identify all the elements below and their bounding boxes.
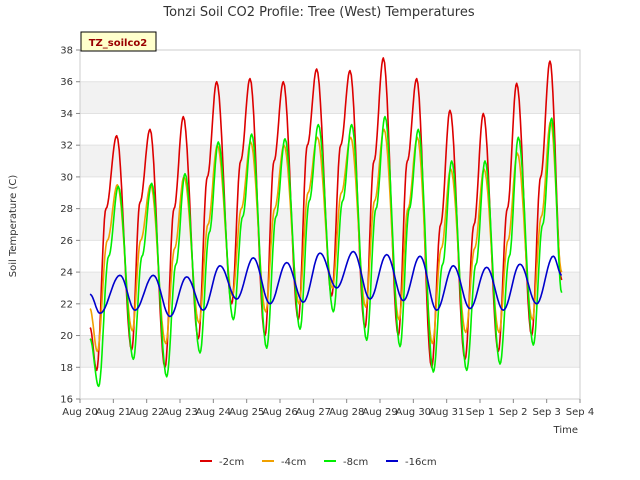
series-layer bbox=[89, 57, 563, 388]
grid-band bbox=[80, 145, 580, 177]
x-tick-label: Aug 23 bbox=[162, 407, 197, 418]
x-tick-label: Aug 29 bbox=[362, 407, 397, 418]
y-axis-label: Soil Temperature (C) bbox=[8, 175, 19, 278]
legend-label: -2cm bbox=[219, 457, 244, 468]
legend-label: -4cm bbox=[281, 457, 306, 468]
y-tick-label: 28 bbox=[60, 204, 73, 215]
y-tick-label: 18 bbox=[60, 363, 73, 374]
y-tick-label: 38 bbox=[60, 46, 73, 57]
y-axis: 16 18 20 22 24 26 28 30 32 34 36 38 bbox=[60, 46, 80, 406]
grid-band bbox=[80, 208, 580, 241]
series-line-8cm bbox=[89, 115, 563, 388]
legend-label: -16cm bbox=[405, 457, 437, 468]
x-tick-label: Sep 3 bbox=[532, 407, 560, 418]
grid-band bbox=[80, 81, 580, 114]
chart-title: Tonzi Soil CO2 Profile: Tree (West) Temp… bbox=[162, 5, 475, 20]
y-tick-label: 26 bbox=[60, 236, 73, 247]
x-tick-label: Aug 22 bbox=[129, 407, 164, 418]
x-axis-label: Time bbox=[553, 425, 578, 436]
x-tick-label: Aug 24 bbox=[196, 407, 231, 418]
y-tick-label: 30 bbox=[60, 172, 73, 183]
x-tick-label: Aug 28 bbox=[329, 407, 364, 418]
legend: -2cm -4cm -8cm -16cm bbox=[200, 457, 437, 468]
x-tick-label: Aug 20 bbox=[62, 407, 97, 418]
x-tick-label: Aug 26 bbox=[262, 407, 297, 418]
y-tick-label: 22 bbox=[60, 299, 73, 310]
y-tick-label: 24 bbox=[60, 268, 73, 279]
x-tick-label: Aug 31 bbox=[429, 407, 464, 418]
grid-band bbox=[80, 335, 580, 368]
x-tick-label: Sep 4 bbox=[566, 407, 594, 418]
x-tick-label: Aug 27 bbox=[296, 407, 331, 418]
x-tick-label: Aug 25 bbox=[229, 407, 264, 418]
x-tick-label: Sep 2 bbox=[499, 407, 527, 418]
y-tick-label: 16 bbox=[60, 395, 73, 406]
x-tick-label: Sep 1 bbox=[466, 407, 494, 418]
y-tick-label: 34 bbox=[60, 109, 73, 120]
x-tick-label: Aug 30 bbox=[396, 407, 431, 418]
y-tick-label: 20 bbox=[60, 331, 73, 342]
y-tick-label: 32 bbox=[60, 141, 73, 152]
y-tick-label: 36 bbox=[60, 77, 73, 88]
site-badge: TZ_soilco2 bbox=[80, 31, 157, 52]
site-badge-label: TZ_soilco2 bbox=[89, 38, 148, 49]
plot-frame bbox=[79, 49, 581, 400]
legend-label: -8cm bbox=[343, 457, 368, 468]
x-tick-label: Aug 21 bbox=[96, 407, 131, 418]
site-badge-box bbox=[80, 31, 157, 52]
series-line-16cm bbox=[89, 250, 563, 318]
